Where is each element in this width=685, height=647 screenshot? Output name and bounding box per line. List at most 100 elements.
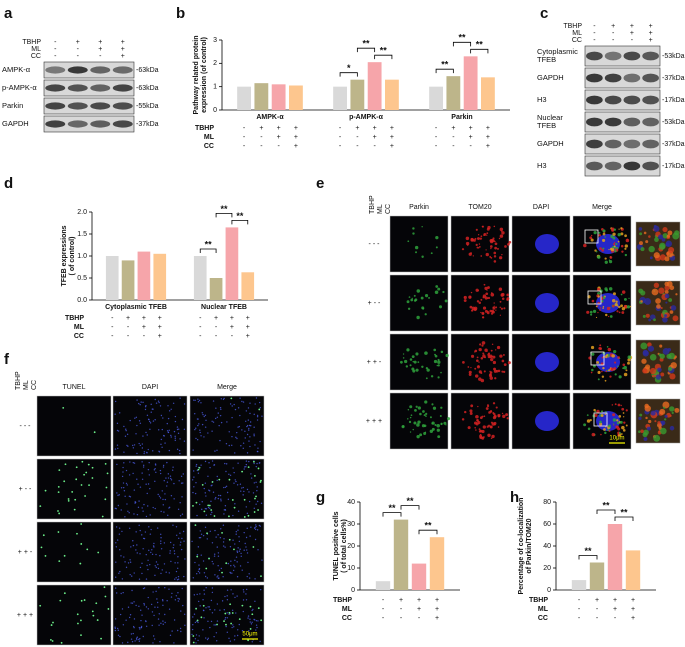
treatment-mark: + bbox=[355, 125, 359, 132]
nucleus-dot bbox=[218, 424, 220, 427]
signal-dot bbox=[583, 243, 587, 248]
signal-dot bbox=[409, 405, 413, 409]
signal-dot bbox=[597, 370, 601, 375]
tunel-dot bbox=[194, 524, 197, 527]
nucleus-dot bbox=[195, 463, 198, 466]
signal-dot bbox=[412, 232, 415, 235]
nucleus-dot bbox=[215, 632, 218, 634]
tunel-dot bbox=[254, 474, 256, 477]
signal-dot bbox=[421, 255, 424, 258]
nucleus-dot bbox=[198, 564, 200, 566]
nucleus-dot bbox=[218, 494, 220, 497]
tunel-dot bbox=[247, 514, 250, 517]
signal-dot bbox=[493, 368, 495, 370]
zoom-dot bbox=[674, 407, 680, 413]
nucleus-dot bbox=[129, 573, 131, 576]
treatment-mark: - bbox=[596, 615, 599, 622]
signal-dot bbox=[416, 289, 421, 293]
nucleus-dot bbox=[237, 462, 239, 464]
signal-dot bbox=[500, 307, 504, 310]
nucleus-dot bbox=[181, 537, 183, 540]
tunel-dot bbox=[80, 543, 83, 545]
zoom-dot bbox=[661, 237, 666, 242]
zoom-dot bbox=[669, 425, 675, 431]
nucleus-dot bbox=[177, 575, 180, 578]
nucleus-dot bbox=[197, 398, 199, 400]
nucleus-dot bbox=[235, 480, 237, 483]
signal-dot bbox=[504, 245, 507, 248]
nucleus-dot bbox=[220, 421, 223, 424]
zoom-dot bbox=[669, 285, 675, 291]
nucleus-dot bbox=[191, 633, 193, 636]
nucleus-dot bbox=[219, 537, 222, 539]
nucleus-dot bbox=[135, 604, 137, 607]
signal-dot bbox=[493, 305, 495, 307]
tunel-dot bbox=[71, 491, 74, 493]
nucleus-dot bbox=[125, 619, 127, 621]
nucleus-dot bbox=[217, 412, 219, 414]
significance-label: ** bbox=[380, 46, 388, 56]
treatment-mark: - bbox=[356, 134, 359, 141]
signal-dot bbox=[497, 369, 501, 373]
nucleus-dot bbox=[228, 473, 230, 476]
signal-dot bbox=[587, 427, 591, 431]
treatment-mark: + bbox=[631, 606, 635, 613]
panel-label: d bbox=[4, 175, 13, 192]
nucleus-dot bbox=[140, 626, 143, 629]
treatment-mark: + bbox=[158, 324, 162, 331]
tunel-dot bbox=[223, 620, 225, 623]
nucleus-dot bbox=[146, 414, 149, 417]
nucleus-dot bbox=[237, 529, 239, 531]
nucleus-dot bbox=[238, 550, 241, 552]
signal-dot bbox=[467, 366, 470, 368]
treatment-name: TBHP bbox=[563, 23, 582, 30]
blot-band bbox=[67, 120, 88, 128]
tunel-dot bbox=[97, 551, 100, 554]
nucleus-dot bbox=[203, 617, 205, 619]
nucleus-dot bbox=[193, 476, 195, 478]
nucleus-dot bbox=[159, 497, 162, 499]
nucleus-dot bbox=[148, 526, 150, 528]
nucleus-dot bbox=[248, 500, 251, 503]
nucleus-dot bbox=[245, 536, 248, 539]
nucleus-dot bbox=[245, 599, 248, 601]
tunel-dot bbox=[257, 607, 260, 610]
condition-name: TBHP bbox=[369, 195, 376, 214]
nucleus-dot bbox=[248, 630, 250, 632]
nucleus-dot bbox=[208, 490, 211, 492]
signal-dot bbox=[605, 411, 607, 413]
treatment-mark: + bbox=[630, 23, 634, 30]
nucleus-dot bbox=[256, 414, 259, 417]
nucleus-dot bbox=[235, 531, 238, 533]
nucleus-dot bbox=[178, 480, 180, 482]
nucleus-dot bbox=[233, 403, 235, 406]
nucleus-dot bbox=[147, 568, 149, 571]
nucleus-dot bbox=[139, 422, 142, 424]
nucleus-dot bbox=[235, 612, 237, 614]
y-axis-label: expression (of control) bbox=[201, 37, 208, 113]
micrograph bbox=[36, 584, 112, 646]
nucleus-dot bbox=[235, 436, 237, 439]
blot-size: -53kDa bbox=[662, 119, 685, 126]
treatment-mark: - bbox=[612, 37, 615, 44]
nucleus-dot bbox=[170, 596, 173, 598]
nucleus-dot bbox=[131, 589, 133, 592]
nucleus-dot bbox=[160, 540, 162, 542]
y-tick-label: 40 bbox=[347, 499, 355, 506]
signal-dot bbox=[421, 226, 423, 228]
treatment-mark: - bbox=[578, 597, 581, 604]
signal-dot bbox=[492, 355, 496, 359]
nucleus-dot bbox=[127, 445, 129, 447]
signal-dot bbox=[425, 412, 428, 416]
signal-dot bbox=[499, 354, 503, 358]
nucleus-dot bbox=[205, 514, 208, 516]
condition-name: TBHP bbox=[15, 371, 22, 390]
treatment-mark: - bbox=[612, 30, 615, 37]
nucleus-dot bbox=[173, 642, 175, 644]
tunel-dot bbox=[63, 592, 66, 595]
tunel-dot bbox=[57, 531, 60, 533]
nucleus-dot bbox=[256, 626, 258, 629]
treatment-name: CC bbox=[74, 333, 84, 340]
signal-dot bbox=[583, 423, 587, 427]
nucleus-dot bbox=[178, 598, 181, 600]
